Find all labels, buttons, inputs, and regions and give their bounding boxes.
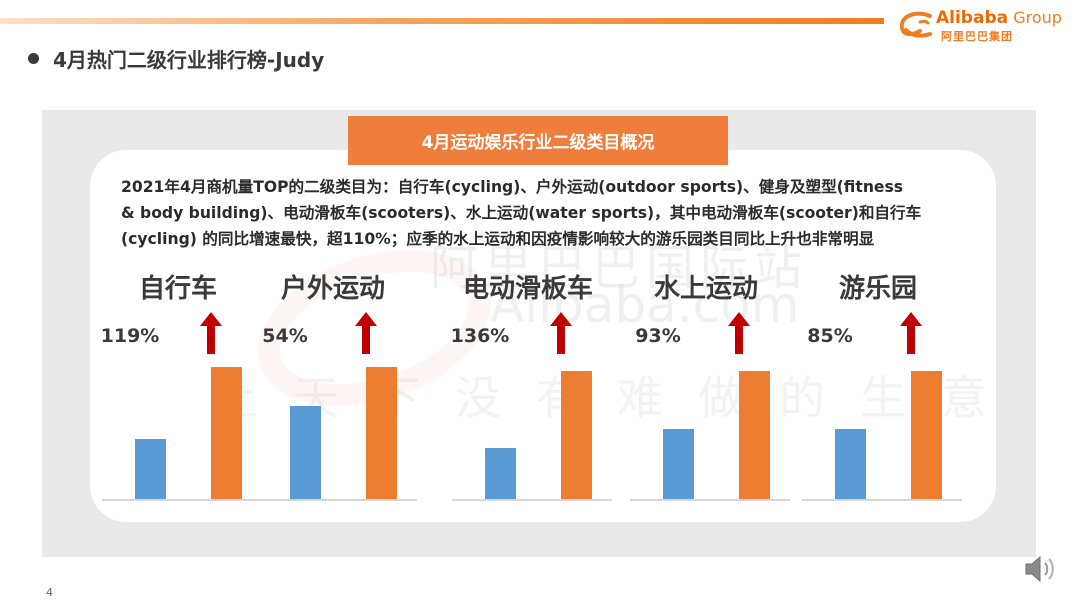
chart-baseline (630, 499, 790, 501)
alibaba-swirl-icon (899, 11, 932, 38)
up-arrow-icon (355, 312, 377, 354)
chart-baseline (257, 499, 417, 501)
page-number: 4 (46, 586, 53, 599)
bar-previous (662, 429, 694, 499)
category-label: 水上运动 (653, 274, 758, 304)
summary-text: 2021年4月商机量TOP的二级类目为：自行车(cycling)、户外运动(ou… (121, 178, 922, 248)
logo-chinese: 阿里巴巴集团 (941, 30, 1013, 43)
category-label: 游乐园 (838, 274, 917, 304)
category-label: 电动滑板车 (462, 274, 593, 304)
bar-previous (484, 447, 516, 499)
growth-label: 93% (635, 325, 681, 347)
logo-latin: Alibaba (936, 8, 1009, 28)
growth-label: 85% (807, 325, 853, 347)
bar-current (910, 371, 942, 499)
bar-current (210, 366, 242, 499)
speaker-icon[interactable] (1022, 550, 1060, 592)
logo-wordmark: Alibaba Group (936, 8, 1062, 28)
title-bullet (28, 53, 39, 64)
chart-baseline (802, 499, 962, 501)
chart-baseline (452, 499, 612, 501)
chart-baseline (102, 499, 262, 501)
bar-current (365, 366, 397, 499)
growth-label: 119% (100, 325, 160, 347)
slide-title-row: 4月热门二级行业排行榜-Judy (28, 44, 324, 73)
header-accent-line (0, 18, 884, 24)
logo-group: Group (1013, 8, 1062, 27)
up-arrow-icon (900, 312, 922, 354)
category-label: 户外运动 (280, 274, 385, 304)
section-header-tag: 4月运动娱乐行业二级类目概况 (348, 116, 728, 165)
growth-label: 54% (262, 325, 308, 347)
up-arrow-icon (200, 312, 222, 354)
growth-label: 136% (450, 325, 510, 347)
category-label: 自行车 (138, 274, 217, 304)
page-title: 4月热门二级行业排行榜-Judy (53, 48, 325, 72)
bar-previous (134, 438, 166, 499)
bar-previous (289, 405, 321, 499)
bar-previous (834, 429, 866, 499)
up-arrow-icon (728, 312, 750, 354)
bar-current (560, 371, 592, 499)
up-arrow-icon (550, 312, 572, 354)
bar-current (738, 371, 770, 499)
alibaba-group-logo: Alibaba Group 阿里巴巴集团 (896, 6, 1072, 46)
